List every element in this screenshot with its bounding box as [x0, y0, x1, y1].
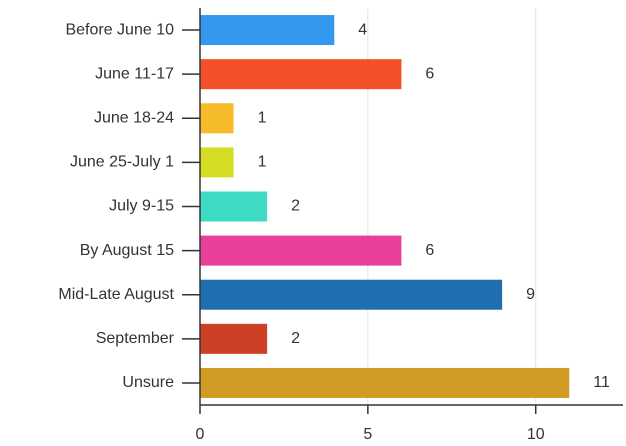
y-tick-label: June 18-24: [94, 109, 174, 126]
bar: [200, 367, 570, 398]
data-label: 1: [258, 109, 267, 126]
data-label: 6: [425, 242, 434, 259]
bar: [200, 15, 335, 46]
data-label: 1: [258, 154, 267, 171]
data-label: 4: [358, 21, 367, 38]
data-label: 2: [291, 198, 300, 215]
data-label: 2: [291, 330, 300, 347]
y-tick-label: June 11-17: [95, 65, 174, 82]
y-tick-label: June 25-July 1: [70, 154, 174, 171]
y-tick-label: Mid-Late August: [58, 286, 174, 303]
y-tick-label: Unsure: [122, 374, 174, 391]
bar: [200, 323, 268, 354]
x-tick-label: 0: [196, 426, 205, 443]
y-tick-label: September: [96, 330, 175, 347]
data-label: 6: [425, 65, 434, 82]
bar: [200, 279, 503, 310]
bar: [200, 59, 402, 90]
y-tick-label: Before June 10: [65, 21, 174, 38]
y-tick-label: By August 15: [80, 242, 174, 259]
bar: [200, 191, 268, 222]
bar: [200, 147, 234, 178]
x-tick-label: 10: [527, 426, 545, 443]
bar: [200, 235, 402, 266]
data-label: 9: [526, 286, 535, 303]
x-tick-label: 5: [363, 426, 372, 443]
bar: [200, 103, 234, 134]
y-tick-label: July 9-15: [109, 198, 174, 215]
data-label: 11: [593, 374, 610, 391]
